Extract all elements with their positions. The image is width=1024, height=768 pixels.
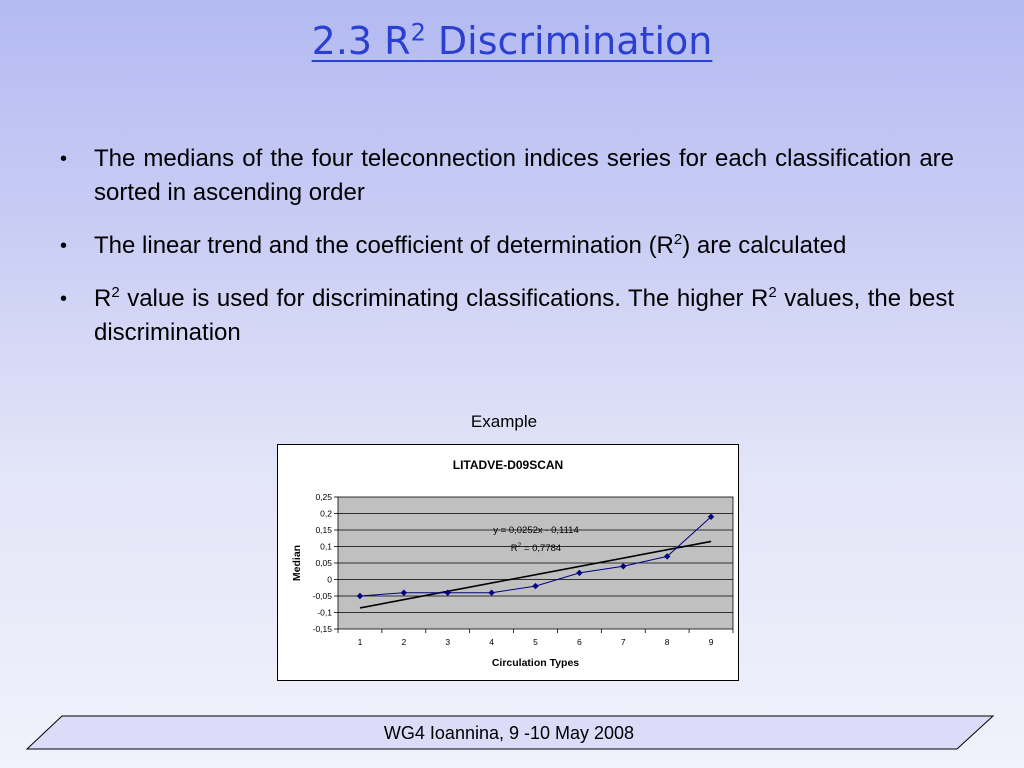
y-tick-label: 0,05	[315, 558, 332, 568]
title-rest: Discrimination	[425, 18, 713, 63]
bullet-item: • The medians of the four teleconnection …	[60, 142, 954, 210]
y-tick-label: 0,2	[320, 509, 332, 519]
x-tick-label: 6	[577, 637, 582, 647]
bullet-item: • The linear trend and the coefficient of…	[60, 229, 954, 263]
slide-title-text: 2.3 R2 Discrimination	[311, 18, 713, 63]
y-tick-label: 0,25	[315, 492, 332, 502]
x-tick-label: 9	[709, 637, 714, 647]
bullet-dot-icon: •	[60, 235, 68, 257]
footer-bar: WG4 Ioannina, 9 -10 May 2008	[0, 715, 1024, 751]
x-tick-label: 3	[445, 637, 450, 647]
x-tick-label: 1	[358, 637, 363, 647]
y-tick-label: -0,1	[317, 608, 332, 618]
bullet-superscript: 2	[111, 284, 120, 301]
y-tick-label: -0,15	[313, 624, 333, 634]
bullet-dot-icon: •	[60, 148, 68, 170]
trendline	[359, 540, 712, 609]
chart-svg: LITADVE-D09SCAN -0,15 -0,1 -0,05 0 0,05 0,1 0,1…	[291, 458, 734, 669]
example-label: Example	[470, 412, 538, 431]
bullet-superscript: 2	[673, 231, 683, 248]
title-superscript: 2	[410, 18, 426, 46]
bullet-dot-icon: •	[60, 288, 68, 310]
title-main: 2.3 R	[311, 18, 411, 63]
bullet-text: The linear trend and the coefficient of …	[94, 232, 674, 259]
y-tick-label: 0,15	[315, 525, 332, 535]
data-point	[532, 582, 539, 590]
x-tick-label: 2	[401, 637, 406, 647]
y-axis-label: Median	[291, 545, 303, 581]
bullet-text: values, the best discrimination	[94, 285, 954, 346]
bullet-text: The medians of the four teleconnection i…	[94, 145, 954, 206]
footer-text: WG4 Ioannina, 9 -10 May 2008	[383, 723, 635, 743]
bullet-item: • R2 value is used for discriminating cla…	[60, 282, 954, 350]
chart-container: LITADVE-D09SCAN -0,15 -0,1 -0,05 0 0,05 0,1 0,1…	[277, 444, 739, 681]
bullet-list: • The medians of the four teleconnection …	[60, 142, 954, 369]
x-axis-label: Circulation Types	[492, 657, 579, 669]
x-tick-label: 7	[621, 637, 626, 647]
y-tick-label: 0	[327, 575, 332, 585]
r-squared-label: R2 = 0,7784	[511, 542, 561, 554]
x-tick-label: 4	[489, 637, 494, 647]
chart-title: LITADVE-D09SCAN	[453, 458, 563, 472]
data-point	[356, 592, 364, 600]
bullet-text: R	[94, 285, 112, 312]
x-tick-label: 5	[533, 637, 538, 647]
y-tick-label: 0,1	[320, 542, 332, 552]
slide-title: 2.3 R2 Discrimination	[0, 18, 1024, 63]
x-tick-label: 8	[665, 637, 670, 647]
trend-equation-label: y = 0,0252x - 0,1114	[493, 525, 578, 536]
footer-parallelogram	[25, 715, 995, 750]
y-tick-label: -0,05	[313, 591, 333, 601]
bullet-text: value is used for discriminating classif…	[119, 285, 769, 312]
bullet-superscript: 2	[768, 284, 777, 301]
bullet-text: ) are calculated	[682, 232, 847, 259]
